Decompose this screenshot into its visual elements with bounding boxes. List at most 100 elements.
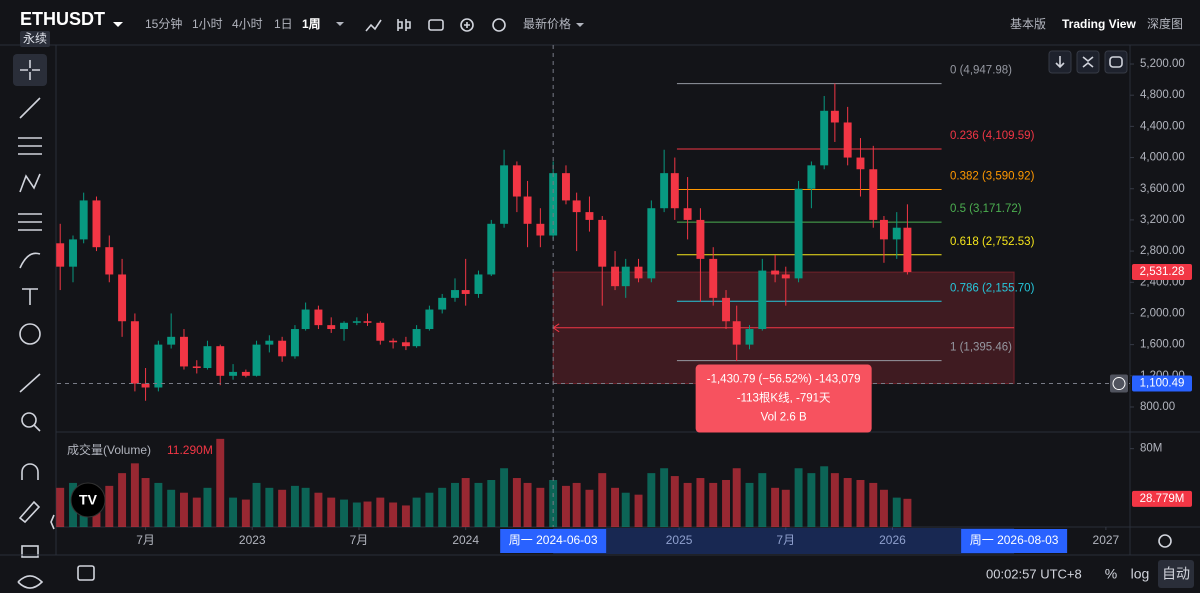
volume-bar [438, 487, 447, 527]
view-button[interactable]: Trading View [1062, 17, 1136, 31]
axis-settings[interactable] [1158, 534, 1172, 548]
lock-tool[interactable] [21, 545, 39, 558]
candle-body [869, 169, 878, 220]
camera-icon[interactable] [428, 19, 444, 31]
logo-circle [70, 482, 106, 518]
candle-body [105, 247, 114, 275]
volume-bar [572, 482, 581, 527]
symbol[interactable]: ETHUSDT [20, 9, 105, 29]
volume-bar [105, 485, 114, 527]
text-tool[interactable] [22, 288, 38, 305]
symbol-caret[interactable] [113, 22, 123, 27]
magnet-tool[interactable] [21, 463, 39, 480]
chart-type-icon[interactable] [397, 19, 411, 31]
emoji-tool[interactable] [19, 323, 41, 345]
interval-button[interactable]: 15分钟 [145, 16, 182, 31]
y-tick-label: 5,200.00 [1140, 58, 1185, 70]
last-price-badge [1132, 264, 1192, 281]
last-volume-badge [1132, 490, 1192, 507]
reset-button[interactable] [1104, 50, 1128, 74]
volume-bar [903, 498, 912, 527]
measure-tooltip-line: Vol 2.6 B [761, 412, 807, 424]
volume-bar [892, 497, 901, 527]
add-icon[interactable] [460, 18, 474, 32]
volume-bar [683, 482, 692, 527]
crosshair-tool[interactable] [20, 60, 40, 80]
volume-bar [180, 492, 188, 527]
candle-body [611, 266, 620, 287]
candle-body [265, 340, 274, 345]
scale-button[interactable]: 自动 [1162, 566, 1190, 582]
x-tick-label: 2024 [452, 533, 479, 547]
measure-tooltip-line: -113根K线, -791天 [737, 391, 831, 405]
fib-tool[interactable] [18, 137, 42, 155]
interval-button[interactable]: 1周 [302, 17, 321, 31]
projection-tool[interactable] [18, 213, 42, 231]
scale-button[interactable]: log [1131, 566, 1150, 582]
volume-bar [154, 482, 163, 527]
volume-y-tick-label: 80M [1140, 443, 1162, 455]
scale-button[interactable]: % [1105, 566, 1117, 582]
volume-bar [500, 468, 509, 527]
candle-body [241, 371, 250, 376]
volume-bar [745, 482, 754, 527]
time-badge-label: 周一 2026-08-03 [970, 533, 1059, 547]
candle-body [536, 223, 545, 236]
date-range-icon[interactable] [77, 565, 95, 581]
volume-bar [696, 478, 705, 527]
candle-body [56, 243, 65, 267]
ruler-tool[interactable] [19, 373, 41, 393]
candle-body [500, 165, 509, 224]
toolbar-collapse[interactable] [50, 514, 55, 530]
candle-body [647, 208, 656, 279]
clock[interactable]: 00:02:57 UTC+8 [986, 566, 1082, 581]
volume-bar [843, 478, 852, 527]
indicator-icon[interactable] [365, 19, 382, 32]
x-tick-label: 2027 [1093, 533, 1120, 547]
contract-tag [20, 31, 50, 47]
line-tool[interactable] [19, 97, 41, 119]
candle-body [696, 219, 705, 259]
fib-label: 0 (4,947.98) [950, 65, 1012, 77]
visibility-tool[interactable] [17, 575, 44, 589]
candle-body [709, 258, 718, 298]
volume-bar [732, 468, 741, 527]
candle-body [598, 219, 607, 267]
candle-body [771, 270, 780, 275]
crosshair-add-icon [1112, 377, 1126, 391]
volume-bar [265, 487, 274, 527]
volume-bar [781, 489, 790, 527]
interval-button[interactable]: 1小时 [192, 17, 223, 31]
volume-bar [167, 489, 176, 527]
fib-label: 1 (1,395.46) [950, 342, 1012, 354]
zoom-tool[interactable] [21, 412, 37, 428]
more-intervals[interactable] [336, 22, 344, 26]
candle-body [290, 329, 299, 357]
pattern-tool[interactable] [19, 173, 41, 193]
settings-icon[interactable] [492, 18, 506, 32]
brush-tool[interactable] [19, 252, 41, 269]
measure-tooltip-line: -1,430.79 (−56.52%) -143,079 [707, 374, 861, 386]
candle-body [401, 342, 410, 347]
candle-body [340, 322, 348, 330]
price-type[interactable]: 最新价格 [523, 16, 571, 31]
volume-bar [56, 487, 65, 527]
price-type-caret[interactable] [576, 23, 584, 27]
interval-button[interactable]: 1日 [274, 17, 293, 31]
edit-tool[interactable] [18, 500, 41, 524]
candle-body [807, 165, 816, 189]
view-switch: 基本版 Trading View 深度图 [1010, 16, 1183, 31]
view-button[interactable]: 基本版 [1010, 17, 1046, 31]
candle-body [216, 346, 225, 376]
candle-body [314, 309, 323, 326]
y-tick-label: 3,600.00 [1140, 183, 1185, 195]
volume-bar [363, 501, 372, 527]
volume-bar [879, 489, 888, 527]
volume-bar [340, 499, 348, 527]
volume-bar [536, 487, 545, 527]
view-button[interactable]: 深度图 [1147, 16, 1183, 31]
interval-button[interactable]: 4小时 [232, 17, 263, 31]
volume-bar [376, 497, 385, 527]
volume-bar [523, 482, 532, 527]
